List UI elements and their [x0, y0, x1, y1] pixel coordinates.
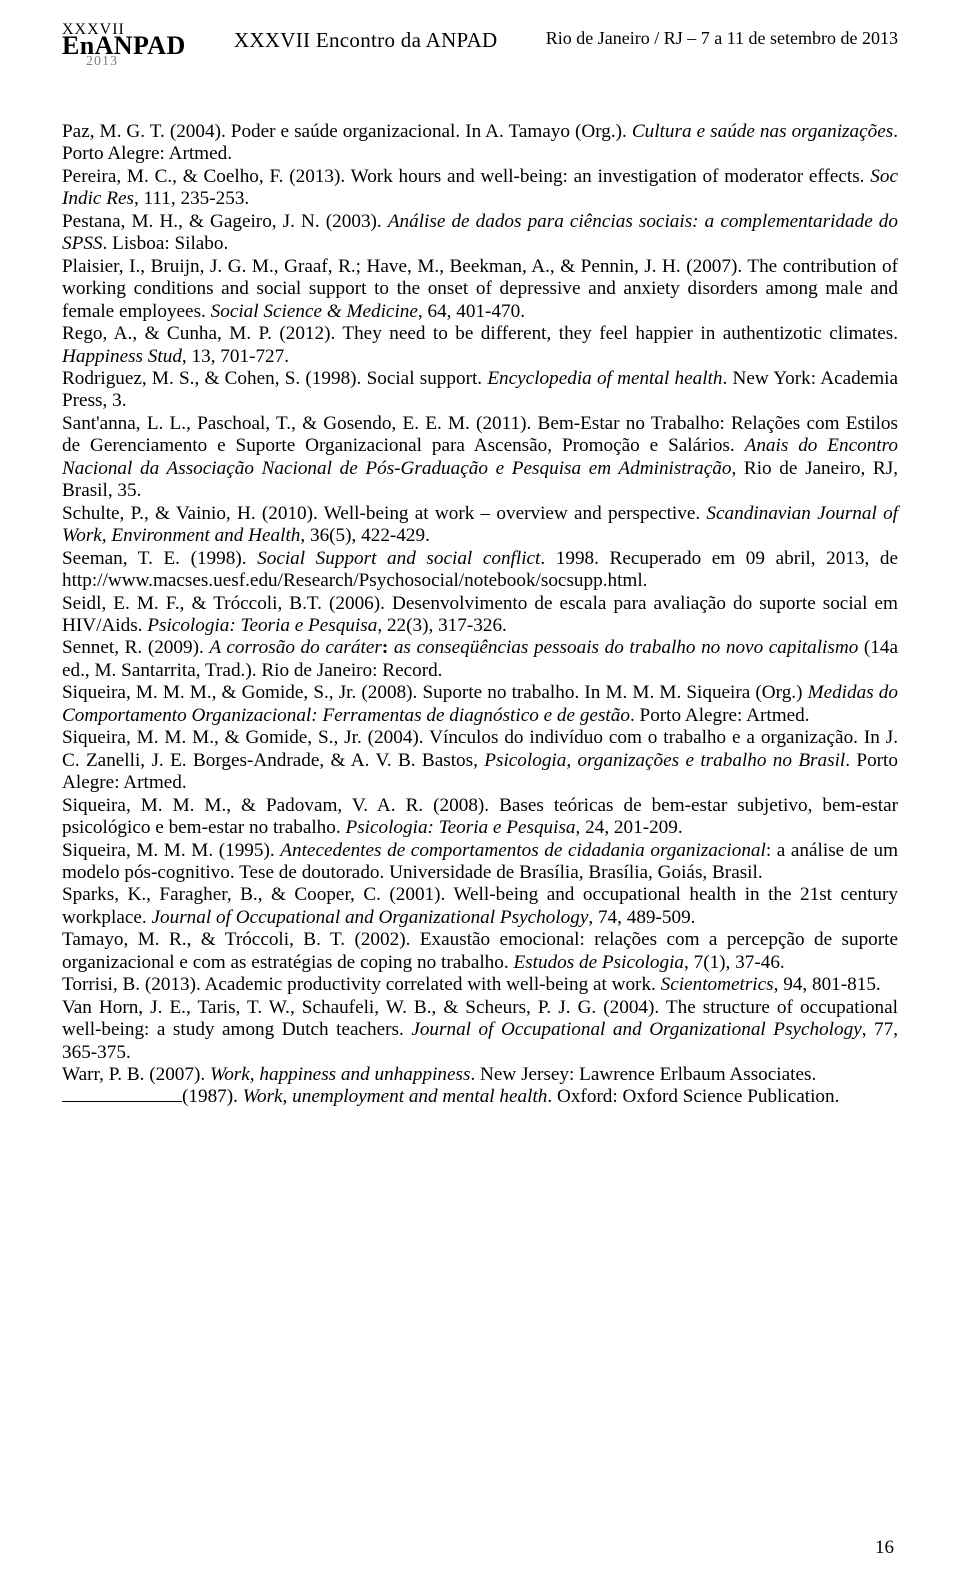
reference-entry: Sparks, K., Faragher, B., & Cooper, C. (…	[62, 884, 898, 929]
reference-entry: Van Horn, J. E., Taris, T. W., Schaufeli…	[62, 997, 898, 1064]
reference-entry: Pestana, M. H., & Gageiro, J. N. (2003).…	[62, 211, 898, 256]
page-header: XXXVII EnANPAD 2013 XXXVII Encontro da A…	[62, 22, 898, 77]
reference-entry: Seidl, E. M. F., & Tróccoli, B.T. (2006)…	[62, 593, 898, 638]
references-list: Paz, M. G. T. (2004). Poder e saúde orga…	[62, 121, 898, 1109]
reference-entry: Siqueira, M. M. M., & Gomide, S., Jr. (2…	[62, 682, 898, 727]
conference-venue: Rio de Janeiro / RJ – 7 a 11 de setembro…	[546, 28, 898, 49]
reference-entry: Siqueira, M. M. M., & Padovam, V. A. R. …	[62, 795, 898, 840]
reference-entry: Siqueira, M. M. M. (1995). Antecedentes …	[62, 840, 898, 885]
reference-entry: Warr, P. B. (2007). Work, happiness and …	[62, 1064, 898, 1086]
reference-entry: (1987). Work, unemployment and mental he…	[62, 1086, 898, 1108]
reference-entry: Tamayo, M. R., & Tróccoli, B. T. (2002).…	[62, 929, 898, 974]
reference-entry: Plaisier, I., Bruijn, J. G. M., Graaf, R…	[62, 256, 898, 323]
conference-logo: XXXVII EnANPAD 2013	[62, 22, 186, 69]
logo-acronym: EnANPAD	[62, 33, 186, 59]
reference-entry: Seeman, T. E. (1998). Social Support and…	[62, 548, 898, 593]
page: XXXVII EnANPAD 2013 XXXVII Encontro da A…	[0, 0, 960, 1579]
conference-title: XXXVII Encontro da ANPAD	[234, 28, 498, 53]
reference-entry: Rodriguez, M. S., & Cohen, S. (1998). So…	[62, 368, 898, 413]
reference-entry: Paz, M. G. T. (2004). Poder e saúde orga…	[62, 121, 898, 166]
page-number: 16	[875, 1537, 894, 1559]
reference-entry: Pereira, M. C., & Coelho, F. (2013). Wor…	[62, 166, 898, 211]
reference-entry: Sennet, R. (2009). A corrosão do caráter…	[62, 637, 898, 682]
reference-entry: Torrisi, B. (2013). Academic productivit…	[62, 974, 898, 996]
reference-entry: Schulte, P., & Vainio, H. (2010). Well-b…	[62, 503, 898, 548]
reference-entry: Siqueira, M. M. M., & Gomide, S., Jr. (2…	[62, 727, 898, 794]
reference-entry: Sant'anna, L. L., Paschoal, T., & Gosend…	[62, 413, 898, 503]
reference-entry: Rego, A., & Cunha, M. P. (2012). They ne…	[62, 323, 898, 368]
